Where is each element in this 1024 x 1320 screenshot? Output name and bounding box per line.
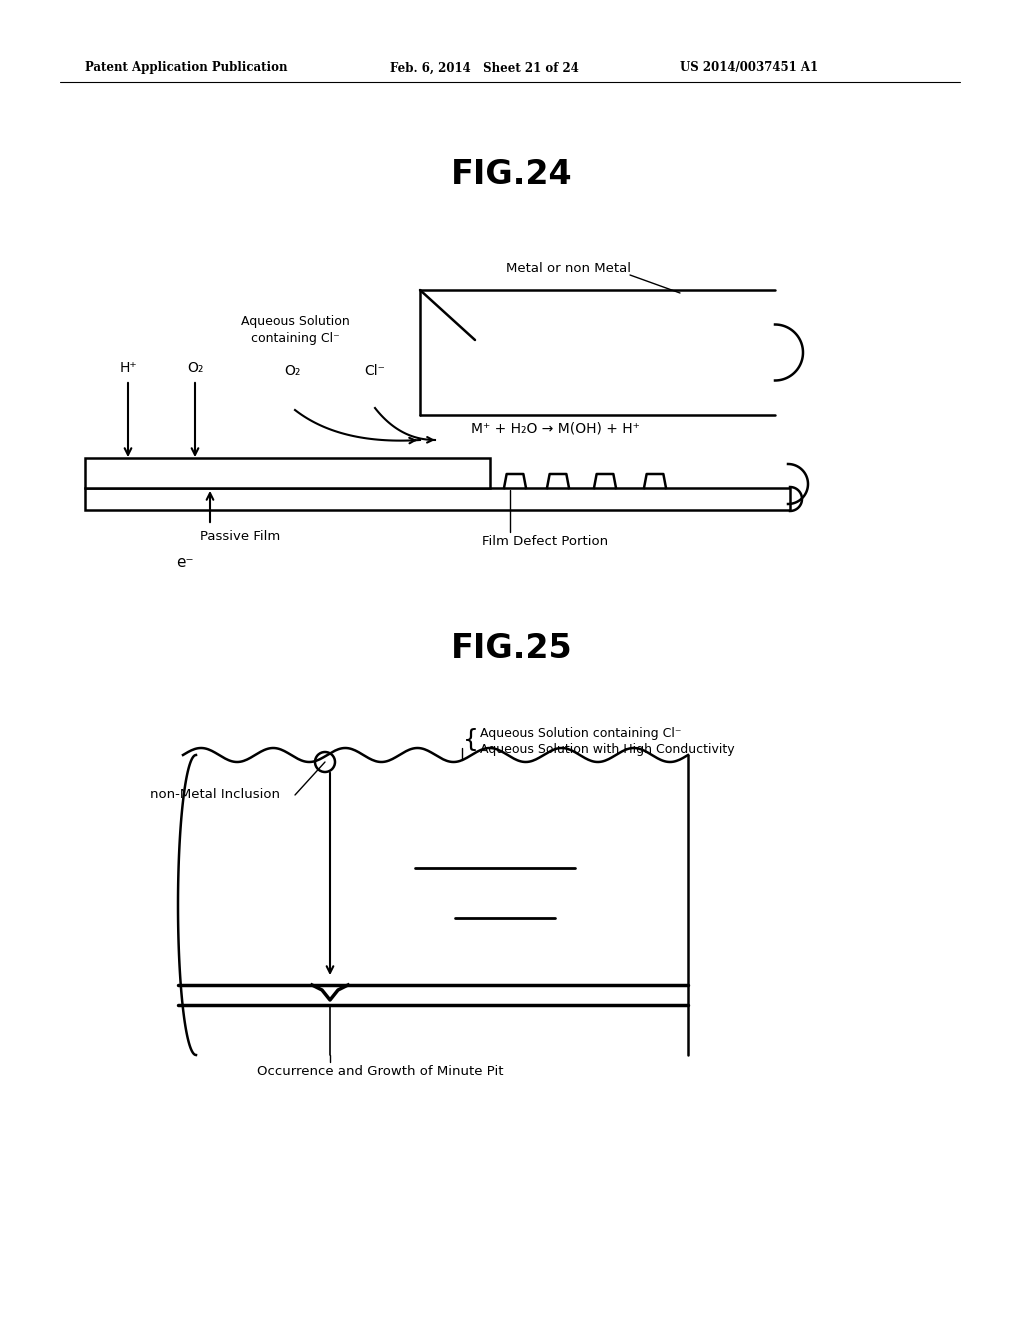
Text: non-Metal Inclusion: non-Metal Inclusion — [150, 788, 280, 801]
Text: Occurrence and Growth of Minute Pit: Occurrence and Growth of Minute Pit — [257, 1065, 503, 1078]
Text: Aqueous Solution
containing Cl⁻: Aqueous Solution containing Cl⁻ — [241, 315, 349, 345]
Text: Patent Application Publication: Patent Application Publication — [85, 62, 288, 74]
Text: US 2014/0037451 A1: US 2014/0037451 A1 — [680, 62, 818, 74]
Text: O₂: O₂ — [284, 364, 300, 378]
Text: e⁻: e⁻ — [176, 554, 194, 570]
Text: {: { — [463, 729, 479, 752]
Bar — [85, 458, 490, 488]
Text: M⁺ + H₂O → M(OH) + H⁺: M⁺ + H₂O → M(OH) + H⁺ — [471, 421, 639, 436]
Text: Film Defect Portion: Film Defect Portion — [482, 535, 608, 548]
Text: Aqueous Solution with High Conductivity: Aqueous Solution with High Conductivity — [480, 743, 734, 756]
Text: Aqueous Solution containing Cl⁻: Aqueous Solution containing Cl⁻ — [480, 726, 682, 739]
Text: Passive Film: Passive Film — [200, 531, 281, 543]
Text: H⁺: H⁺ — [119, 360, 137, 375]
Text: O₂: O₂ — [186, 360, 203, 375]
Text: Feb. 6, 2014   Sheet 21 of 24: Feb. 6, 2014 Sheet 21 of 24 — [390, 62, 579, 74]
Bar — [85, 488, 790, 510]
Text: Cl⁻: Cl⁻ — [365, 364, 385, 378]
Text: Metal or non Metal: Metal or non Metal — [506, 261, 631, 275]
Text: FIG.25: FIG.25 — [452, 631, 572, 664]
Text: FIG.24: FIG.24 — [452, 158, 572, 191]
